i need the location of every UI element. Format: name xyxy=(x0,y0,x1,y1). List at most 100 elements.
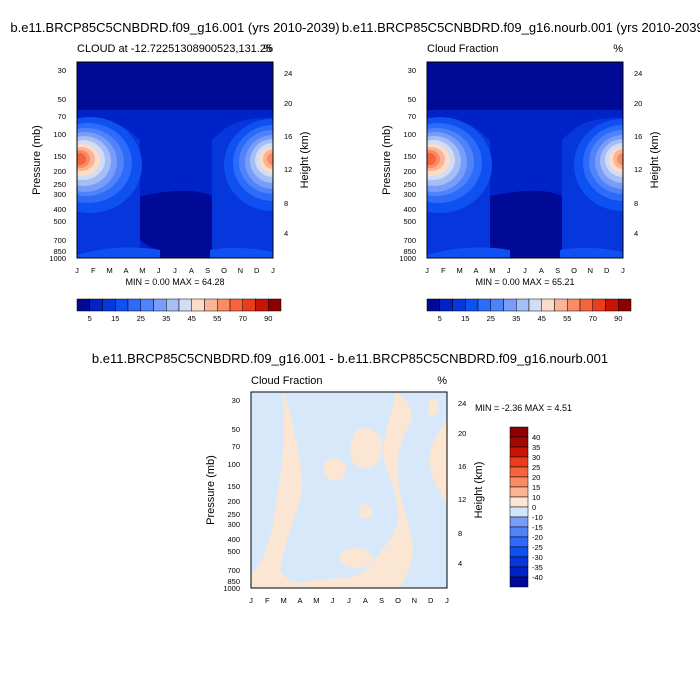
panel-3-colorbar-label-10: -15 xyxy=(532,523,543,532)
panel-3-y-tick-7: 250 xyxy=(227,510,240,519)
colorbar-swatch xyxy=(516,298,530,312)
panel-1-plot-frame xyxy=(76,61,274,259)
panel-1-subtitle: CLOUD at -12.72251308900523,131.25 xyxy=(77,43,272,55)
panel-1-x-tick-12: D xyxy=(254,266,260,275)
panel-3-height-tick-5: 8 xyxy=(458,529,462,538)
panel-3: b.e11.BRCP85C5CNBDRD.f09_g16.001 - b.e11… xyxy=(92,351,608,605)
panel-2-units: % xyxy=(613,43,623,55)
panel-1-y-tick-10: 500 xyxy=(53,217,66,226)
panel-1-x-tick-2: F xyxy=(91,266,96,275)
panel-3-height-tick-6: 4 xyxy=(458,559,462,568)
panel-2-colorbar-label-3: 25 xyxy=(487,314,495,323)
panel-1-colorbar-label-6: 55 xyxy=(213,314,221,323)
panel-3-colorbar-label-1: 40 xyxy=(532,433,540,442)
colorbar-swatch xyxy=(509,486,529,498)
panel-3-x-tick-13: J xyxy=(445,596,449,605)
panel-2-x-tick-9: S xyxy=(555,266,560,275)
panel-1: b.e11.BRCP85C5CNBDRD.f09_g16.001 (yrs 20… xyxy=(10,20,339,323)
panel-2-height-tick-1: 24 xyxy=(634,69,642,78)
panel-1-title: b.e11.BRCP85C5CNBDRD.f09_g16.001 (yrs 20… xyxy=(10,20,339,35)
colorbar-swatch xyxy=(102,298,116,312)
panel-2-y-tick-3: 70 xyxy=(408,112,416,121)
panel-1-x-tick-6: J xyxy=(157,266,161,275)
panel-3-colorbar-label-6: 15 xyxy=(532,483,540,492)
colorbar-swatch xyxy=(509,576,529,588)
colorbar-swatch xyxy=(509,446,529,458)
panel-3-units: % xyxy=(437,375,447,387)
panel-2-y-axis-label: Pressure (mb) xyxy=(381,125,393,195)
panel-2-colorbar-label-6: 55 xyxy=(563,314,571,323)
panel-1-y-tick-6: 200 xyxy=(53,167,66,176)
panel-3-min-max: MIN = -2.36 MAX = 4.51 xyxy=(475,403,572,413)
panel-2-x-tick-5: M xyxy=(489,266,495,275)
panel-3-x-tick-1: J xyxy=(249,596,253,605)
panel-1-colorbar: 5 15 25 35 45 55 70 90 xyxy=(76,298,282,323)
panel-3-y-axis: 30 50 70 100 150 200 250 300 400 500 700… xyxy=(223,396,240,593)
panel-3-y-axis-right: 24 20 16 12 8 4 xyxy=(458,399,466,568)
panel-2-x-tick-3: M xyxy=(457,266,463,275)
panel-1-x-tick-5: M xyxy=(139,266,145,275)
panel-3-colorbar-label-5: 20 xyxy=(532,473,540,482)
colorbar-swatch xyxy=(477,298,491,312)
panel-1-y-tick-9: 400 xyxy=(53,205,66,214)
colorbar-swatch xyxy=(509,556,529,568)
colorbar-swatch xyxy=(509,546,529,558)
panel-2-subtitle: Cloud Fraction xyxy=(427,43,499,55)
colorbar-swatch xyxy=(465,298,479,312)
panel-2-height-tick-2: 20 xyxy=(634,99,642,108)
panel-3-height-tick-4: 12 xyxy=(458,495,466,504)
panel-3-height-axis-label: Height (km) xyxy=(473,462,485,519)
panel-2-y-tick-2: 50 xyxy=(408,95,416,104)
panel-3-contour-field xyxy=(251,392,447,588)
panel-2-colorbar-label-2: 15 xyxy=(461,314,469,323)
colorbar-swatch xyxy=(229,298,243,312)
panel-1-x-tick-4: A xyxy=(123,266,128,275)
panel-2-colorbar-label-4: 35 xyxy=(512,314,520,323)
panel-2-x-tick-10: O xyxy=(571,266,577,275)
colorbar-swatch xyxy=(153,298,167,312)
panel-2-title: b.e11.BRCP85C5CNBDRD.f09_g16.nourb.001 (… xyxy=(342,20,700,35)
panel-2-x-tick-11: N xyxy=(588,266,593,275)
panel-1-colorbar-label-5: 45 xyxy=(188,314,196,323)
panel-3-colorbar-label-2: 35 xyxy=(532,443,540,452)
colorbar-swatch xyxy=(541,298,555,312)
panel-2-colorbar-label-8: 90 xyxy=(614,314,622,323)
colorbar-swatch xyxy=(509,496,529,508)
panel-1-y-tick-3: 70 xyxy=(58,112,66,121)
panel-3-height-tick-1: 24 xyxy=(458,399,466,408)
panel-3-y-tick-3: 70 xyxy=(232,442,240,451)
panel-1-units: % xyxy=(263,43,273,55)
panel-2-y-tick-6: 200 xyxy=(403,167,416,176)
colorbar-swatch xyxy=(191,298,205,312)
panel-1-height-axis-label: Height (km) xyxy=(299,132,311,189)
colorbar-swatch xyxy=(426,298,440,312)
panel-3-colorbar-label-13: -30 xyxy=(532,553,543,562)
panel-2-x-tick-1: J xyxy=(425,266,429,275)
panel-3-y-tick-6: 200 xyxy=(227,497,240,506)
panel-1-colorbar-label-8: 90 xyxy=(264,314,272,323)
panel-2-y-axis-right: 24 20 16 12 8 4 xyxy=(634,69,642,238)
colorbar-swatch xyxy=(127,298,141,312)
panel-1-height-tick-1: 24 xyxy=(284,69,292,78)
panel-2-y-axis: 30 50 70 100 150 200 250 300 400 500 700… xyxy=(399,66,416,263)
panel-3-y-tick-4: 100 xyxy=(227,460,240,469)
panel-3-colorbar-label-4: 25 xyxy=(532,463,540,472)
panel-1-y-tick-2: 50 xyxy=(58,95,66,104)
panel-1-y-tick-7: 250 xyxy=(53,180,66,189)
panel-3-colorbar-label-7: 10 xyxy=(532,493,540,502)
panel-3-colorbar: 40 35 30 25 20 15 10 0 -10 -15 -20 -25 -… xyxy=(509,426,543,588)
colorbar-swatch xyxy=(76,298,90,312)
panel-3-x-tick-3: M xyxy=(281,596,287,605)
panel-2-min-max: MIN = 0.00 MAX = 65.21 xyxy=(475,277,574,287)
panel-3-colorbar-label-15: -40 xyxy=(532,573,543,582)
panel-1-y-tick-8: 300 xyxy=(53,190,66,199)
panel-1-y-axis-label: Pressure (mb) xyxy=(31,125,43,195)
panel-2-x-tick-4: A xyxy=(473,266,478,275)
colorbar-swatch xyxy=(255,298,269,312)
colorbar-swatch xyxy=(268,298,282,312)
colorbar-swatch xyxy=(509,456,529,468)
colorbar-swatch xyxy=(592,298,606,312)
panel-2-x-axis: J F M A M J J A S O N D J xyxy=(425,266,625,275)
panel-2-height-tick-5: 8 xyxy=(634,199,638,208)
